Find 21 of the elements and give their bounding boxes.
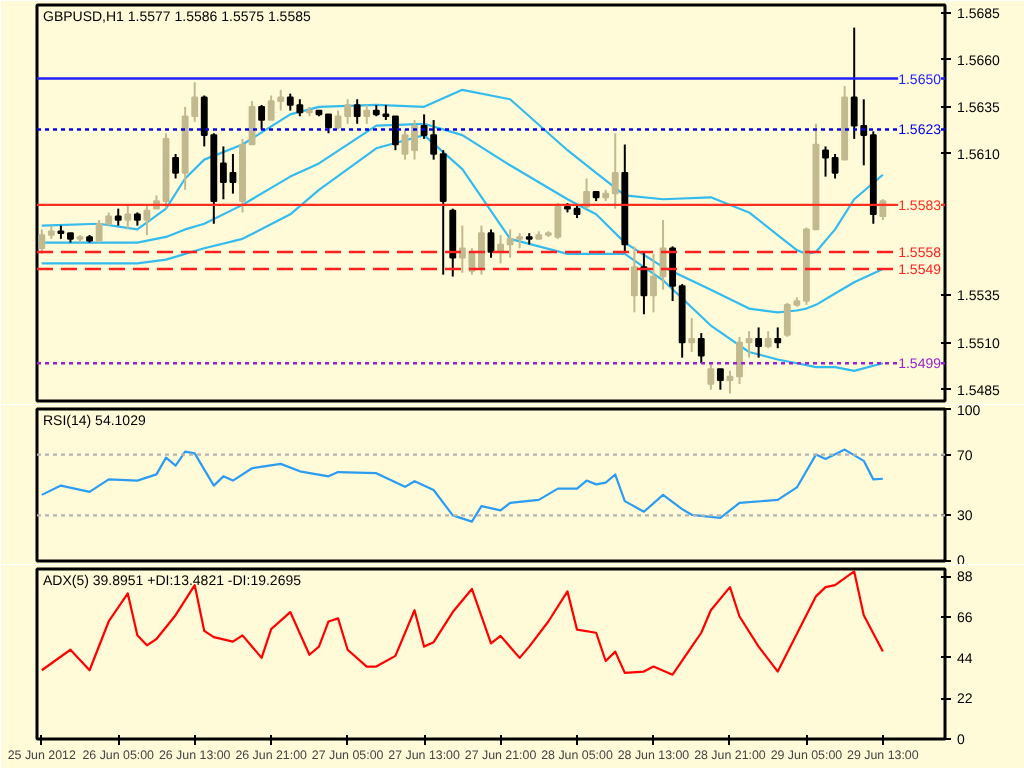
candlestick (487, 228, 495, 259)
candlestick (630, 245, 638, 314)
candlestick (640, 251, 648, 316)
candlestick (449, 207, 457, 278)
candlestick (697, 332, 705, 365)
candlestick (688, 317, 696, 353)
candlestick (363, 103, 371, 125)
line-series (40, 448, 884, 523)
line-series (40, 122, 884, 314)
candlestick (258, 103, 266, 131)
candlestick (583, 177, 591, 210)
line-series (40, 570, 884, 676)
candlestick (755, 326, 763, 359)
candlestick (716, 367, 724, 391)
line-series (40, 88, 884, 256)
candlestick (774, 326, 782, 350)
candlestick (124, 203, 132, 231)
candlestick (143, 203, 151, 237)
candlestick (707, 362, 715, 391)
candlestick (172, 152, 180, 180)
candlestick (353, 98, 361, 125)
